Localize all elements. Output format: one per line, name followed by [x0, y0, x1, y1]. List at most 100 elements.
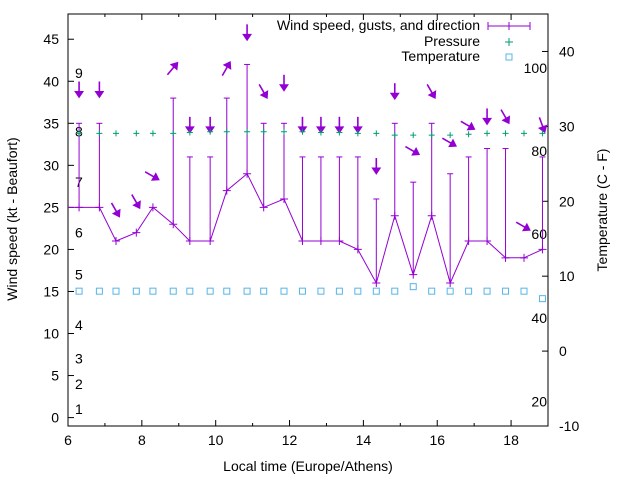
- wind-point: [353, 245, 362, 254]
- direction-arrow-head: [521, 222, 531, 232]
- temperature-series: [75, 283, 546, 303]
- x-axis-label: Local time (Europe/Athens): [223, 458, 393, 474]
- x-tick-label-16: 16: [429, 432, 445, 448]
- beaufort-label-6: 6: [75, 225, 83, 241]
- direction-arrow: [74, 81, 85, 99]
- y-tick-label-45: 45: [43, 31, 59, 47]
- direction-arrow: [94, 81, 105, 99]
- legend-label-pressure: Pressure: [424, 33, 480, 49]
- temperature-point: [223, 287, 231, 295]
- temperature-point: [260, 287, 268, 295]
- wind-point: [335, 237, 344, 246]
- temperature-point: [428, 287, 436, 295]
- wind-point: [446, 279, 455, 288]
- pressure-point: [133, 130, 140, 137]
- direction-arrow-head: [427, 90, 437, 100]
- wind-point: [372, 279, 381, 288]
- direction-arrow-head: [150, 172, 160, 181]
- direction-arrow: [242, 24, 253, 42]
- legend-label-wind: Wind speed, gusts, and direction: [277, 17, 480, 33]
- pressure-point: [317, 129, 324, 136]
- wind-point: [280, 194, 288, 203]
- pressure-point: [170, 130, 177, 137]
- wind-point: [501, 253, 510, 262]
- direction-arrow: [258, 84, 269, 100]
- plot-border: [67, 13, 549, 427]
- y-tick-label-10: 10: [43, 326, 59, 342]
- direction-arrow: [515, 221, 531, 232]
- wind-speed-line: [68, 173, 543, 285]
- pressure-point: [207, 128, 214, 135]
- direction-arrow: [221, 60, 232, 77]
- direction-arrow-head: [279, 84, 289, 92]
- y2-tick-label-10: 10: [559, 268, 575, 284]
- pressure-series: [76, 128, 546, 139]
- pressure-point: [299, 128, 306, 135]
- pressure-point: [465, 131, 472, 138]
- direction-arrow-head: [74, 91, 85, 99]
- y2-tick-label-0: 0: [559, 343, 567, 359]
- direction-arrow-head: [222, 60, 232, 70]
- temperature-point: [335, 287, 343, 295]
- pressure-point: [113, 130, 119, 137]
- temperature-point: [132, 287, 140, 295]
- pressure-point: [484, 130, 491, 137]
- beaufort-label-3: 3: [75, 351, 83, 367]
- y2-tick-label-40: 40: [559, 43, 575, 59]
- direction-arrow-head: [111, 208, 121, 218]
- legend: Wind speed, gusts, and direction Pressur…: [277, 17, 531, 64]
- wind-point: [112, 237, 120, 246]
- wind-point: [132, 228, 141, 237]
- temperature-point: [409, 283, 417, 291]
- wind-point: [390, 211, 399, 220]
- y2-axis-label: Temperature (C - F): [594, 149, 610, 272]
- direction-arrow: [131, 194, 141, 210]
- direction-arrows: [74, 24, 548, 232]
- temperature-point: [465, 287, 473, 295]
- y-tick-label-30: 30: [43, 157, 59, 173]
- fahrenheit-label-40: 40: [531, 310, 547, 326]
- direction-arrow-head: [169, 61, 179, 71]
- pressure-point: [447, 132, 454, 139]
- direction-arrow-head: [132, 200, 141, 210]
- temperature-point: [520, 287, 528, 295]
- direction-arrow-head: [466, 121, 476, 131]
- pressure-point: [410, 132, 417, 139]
- wind-point: [169, 220, 178, 229]
- wind-point: [538, 245, 547, 254]
- direction-arrow: [405, 145, 421, 156]
- axes: 6 8 10 12 14 16 18051015202530354045-100102030…: [43, 13, 579, 448]
- direction-arrow: [537, 117, 548, 134]
- legend-swatch-wind-marker: [505, 22, 513, 30]
- wind-point: [483, 237, 492, 246]
- wind-point: [464, 237, 473, 246]
- pressure-point: [260, 128, 267, 135]
- temperature-point: [75, 287, 83, 295]
- x-tick-label-12: 12: [282, 432, 298, 448]
- pressure-point: [391, 132, 398, 139]
- temperature-point: [317, 287, 325, 295]
- wind-point: [409, 270, 418, 279]
- direction-arrow: [144, 171, 160, 181]
- temperature-point: [483, 287, 491, 295]
- direction-arrow-head: [352, 126, 363, 134]
- y-tick-label-20: 20: [43, 241, 59, 257]
- wind-point: [185, 237, 194, 246]
- pressure-point: [354, 130, 361, 137]
- x-tick-label-6: 6: [64, 432, 72, 448]
- beaufort-label-4: 4: [75, 317, 83, 333]
- legend-swatch-pressure: [505, 38, 513, 46]
- gust-bars: [76, 63, 546, 284]
- pressure-point: [244, 128, 251, 135]
- temperature-point: [186, 287, 194, 295]
- temperature-point: [149, 287, 157, 295]
- direction-arrow-head: [259, 90, 269, 100]
- wind-point: [206, 237, 215, 246]
- direction-arrow-head: [411, 147, 421, 156]
- legend-swatch-temperature: [505, 53, 513, 61]
- direction-arrow: [352, 116, 363, 134]
- wind-point: [259, 203, 268, 212]
- wind-point: [95, 203, 104, 212]
- legend-label-temperature: Temperature: [401, 48, 480, 64]
- temperature-point: [95, 287, 103, 295]
